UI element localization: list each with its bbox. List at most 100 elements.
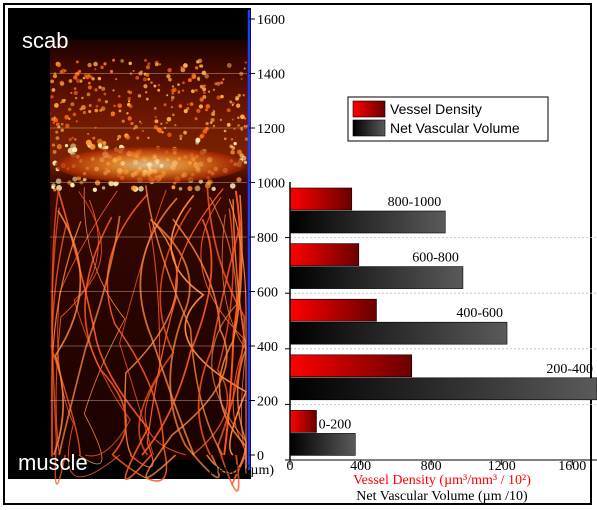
speckle: [242, 94, 245, 97]
speckle: [72, 176, 78, 182]
vessel: [119, 189, 167, 456]
speckle: [179, 134, 183, 138]
speckle: [154, 115, 158, 119]
speckle: [240, 114, 245, 120]
vessel: [206, 194, 247, 475]
speckle: [73, 87, 77, 91]
speckle: [97, 98, 102, 102]
vessel: [141, 218, 213, 456]
speckle: [224, 137, 227, 140]
depth-tick-label: 0: [257, 449, 264, 464]
speckle: [223, 129, 227, 133]
speckle: [74, 96, 78, 100]
speckle: [180, 67, 186, 73]
speckle: [179, 137, 182, 140]
speckle: [233, 128, 236, 131]
speckle: [207, 90, 211, 93]
speckle: [202, 95, 207, 99]
speckle: [244, 61, 247, 64]
speckle: [243, 125, 246, 128]
speckle: [138, 185, 144, 192]
speckle: [55, 178, 62, 184]
speckle: [56, 62, 62, 68]
depth-axis-ticks: 0 200 400 600 800 1000 1200 1400 1600: [249, 13, 285, 464]
chart-legend: Vessel Density Net Vascular Volume: [347, 96, 549, 142]
speckle: [117, 94, 121, 98]
depth-tick-label: 800: [257, 231, 278, 246]
speckle: [160, 122, 163, 125]
speckle: [64, 114, 70, 120]
speckle: [189, 102, 194, 107]
speckle: [67, 107, 72, 112]
speckle: [68, 137, 72, 142]
speckle: [85, 139, 92, 146]
speckle: [202, 91, 206, 95]
speckle: [241, 155, 247, 161]
vessel: [138, 207, 192, 456]
speckle: [115, 77, 118, 81]
speckle: [116, 138, 119, 141]
x-tick-label: 800: [421, 459, 442, 474]
speckle: [212, 88, 216, 92]
speckle: [171, 95, 175, 100]
speckle: [113, 104, 116, 108]
speckle: [199, 97, 204, 102]
speckle: [143, 58, 148, 62]
speckle: [197, 77, 200, 81]
speckle: [212, 110, 216, 113]
muscle-label: muscle: [18, 450, 88, 475]
speckle: [125, 135, 131, 140]
speckle: [127, 100, 131, 103]
speckle: [155, 62, 159, 67]
speckle: [82, 76, 86, 80]
speckle: [72, 112, 77, 117]
speckle: [127, 116, 132, 121]
speckle: [199, 134, 204, 139]
bar-vessel-density: [289, 354, 413, 378]
bar-vessel-density: [289, 410, 317, 433]
speckle: [126, 102, 131, 107]
speckle: [140, 70, 143, 73]
speckle: [75, 78, 81, 83]
speckle: [198, 104, 204, 109]
x-tick-label: 400: [350, 459, 371, 474]
speckle: [157, 83, 161, 87]
category-label: 800-1000: [388, 195, 442, 210]
speckle: [75, 120, 78, 123]
speckle: [101, 86, 106, 91]
speckle: [222, 78, 225, 81]
speckle: [210, 117, 215, 123]
depth-tick-label: 200: [257, 395, 278, 410]
speckle: [130, 121, 134, 126]
speckle: [166, 116, 172, 122]
speckle: [211, 186, 216, 192]
speckle: [231, 103, 234, 107]
speckle: [132, 69, 135, 73]
speckle: [56, 144, 62, 150]
speckle: [73, 75, 78, 80]
speckle: [61, 98, 66, 103]
speckle: [96, 138, 103, 145]
speckle: [174, 123, 177, 127]
speckle: [190, 89, 195, 94]
speckle: [205, 108, 209, 112]
speckle: [186, 103, 189, 106]
speckle: [171, 85, 175, 88]
speckle: [153, 125, 158, 130]
speckle: [171, 92, 175, 95]
speckle: [170, 99, 174, 102]
speckle: [88, 109, 92, 114]
speckle: [194, 88, 198, 92]
speckle: [103, 62, 107, 66]
speckle: [65, 123, 70, 129]
speckle: [231, 118, 234, 121]
speckle: [153, 84, 157, 88]
speckle: [220, 94, 224, 99]
scab-label: scab: [22, 28, 68, 53]
bar-net-vascular-volume: [289, 266, 464, 289]
speckle: [93, 61, 98, 67]
speckle: [194, 66, 199, 70]
vessel: [145, 185, 224, 456]
speckle: [203, 84, 206, 88]
speckle: [141, 129, 145, 133]
